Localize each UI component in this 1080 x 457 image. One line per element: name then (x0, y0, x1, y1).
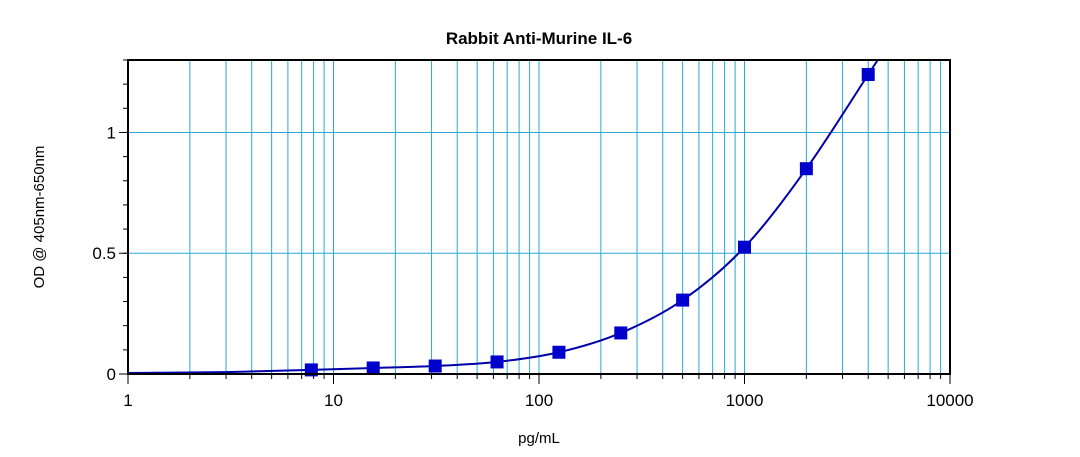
x-axis-ticks: 1 10 100 1000 10000 (123, 374, 974, 410)
y-tick-label: 1 (107, 123, 116, 142)
x-tick-label: 1 (123, 391, 132, 410)
data-point-marker (614, 326, 628, 340)
y-axis-ticks: 00.51 (92, 59, 128, 384)
fit-curve-path (127, 59, 879, 375)
fit-curve (127, 59, 879, 375)
y-tick-label: 0.5 (92, 244, 116, 263)
data-point-marker (366, 361, 380, 375)
x-tick-label: 1000 (726, 391, 764, 410)
x-axis-label: pg/mL (518, 430, 560, 447)
grid-lines (128, 60, 950, 374)
data-point-marker (676, 293, 690, 307)
y-tick-label: 0 (107, 365, 116, 384)
y-axis-label: OD @ 405nm-650nm (31, 146, 48, 289)
data-point-marker (428, 359, 442, 373)
data-point-marker (490, 355, 504, 369)
data-point-marker (552, 345, 566, 359)
data-point-marker (861, 67, 875, 81)
data-points (304, 67, 875, 377)
data-point-marker (738, 240, 751, 254)
data-point-marker (799, 162, 813, 176)
x-tick-label: 10000 (926, 391, 973, 410)
chart-title: Rabbit Anti-Murine IL-6 (446, 29, 632, 48)
x-tick-label: 10 (324, 391, 343, 410)
x-tick-label: 100 (525, 391, 553, 410)
